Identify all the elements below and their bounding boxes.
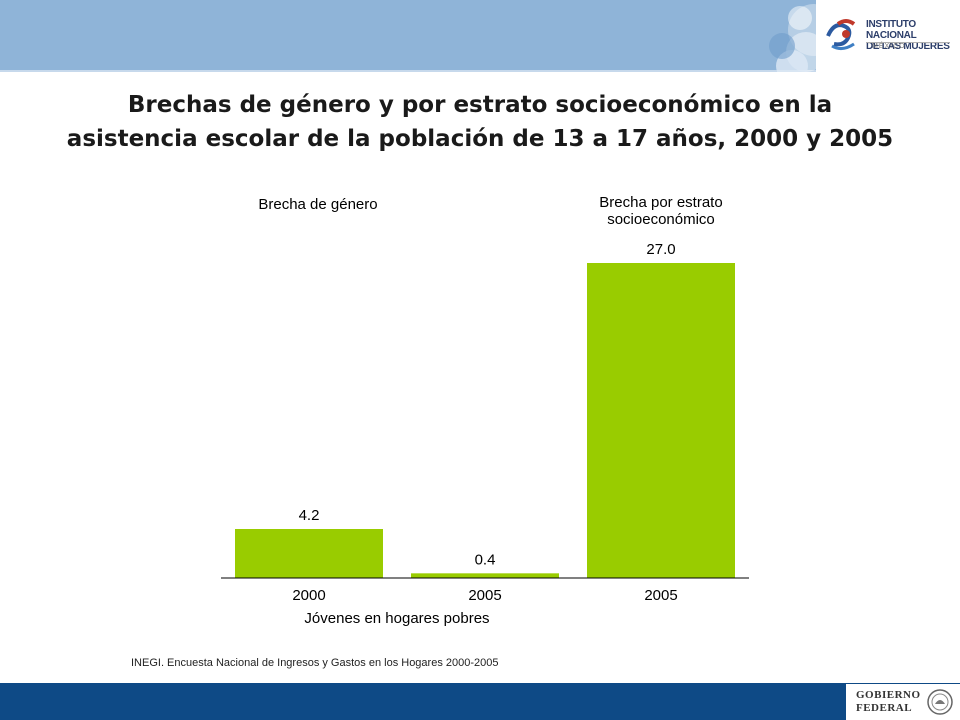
bar-3	[587, 263, 735, 578]
data-label-1: 4.2	[299, 507, 320, 524]
institute-name: INSTITUTO NACIONAL DE LAS MUJERES	[866, 19, 950, 52]
x-tick-label-2: 2005	[468, 587, 501, 604]
title-line-1: Brechas de género y por estrato socioeco…	[127, 92, 833, 118]
decorative-swirl-icon	[769, 4, 822, 72]
group-label-stratum-line-1: Brecha por estrato	[599, 194, 722, 211]
logo-divider	[866, 42, 950, 43]
bar-1	[235, 529, 383, 578]
x-tick-label-1: 2000	[292, 587, 325, 604]
x-tick-label-3: 2005	[644, 587, 677, 604]
gobierno-federal-logo: GOBIERNO FEDERAL	[846, 684, 960, 720]
bar-2	[411, 573, 559, 578]
x-axis-label: Jóvenes en hogares pobres	[304, 610, 489, 627]
data-label-2: 0.4	[475, 551, 496, 568]
national-seal-icon	[927, 689, 953, 715]
inmujeres-logo: INSTITUTO NACIONAL DE LAS MUJERES MÉXICO	[752, 0, 960, 72]
data-label-3: 27.0	[646, 241, 675, 258]
group-label-stratum-line-2: socioeconómico	[607, 211, 715, 228]
slide-title: Brechas de género y por estrato socioeco…	[40, 88, 920, 156]
government-name: GOBIERNO FEDERAL	[856, 689, 921, 714]
inmujeres-emblem-icon	[826, 19, 856, 51]
logo-panel: INSTITUTO NACIONAL DE LAS MUJERES MÉXICO	[816, 0, 960, 72]
group-label-gender: Brecha de género	[258, 196, 377, 213]
title-line-2: asistencia escolar de la población de 13…	[66, 126, 894, 152]
institute-country: MÉXICO	[872, 43, 906, 50]
footer-band	[0, 683, 960, 720]
source-note: INEGI. Encuesta Nacional de Ingresos y G…	[131, 657, 499, 669]
